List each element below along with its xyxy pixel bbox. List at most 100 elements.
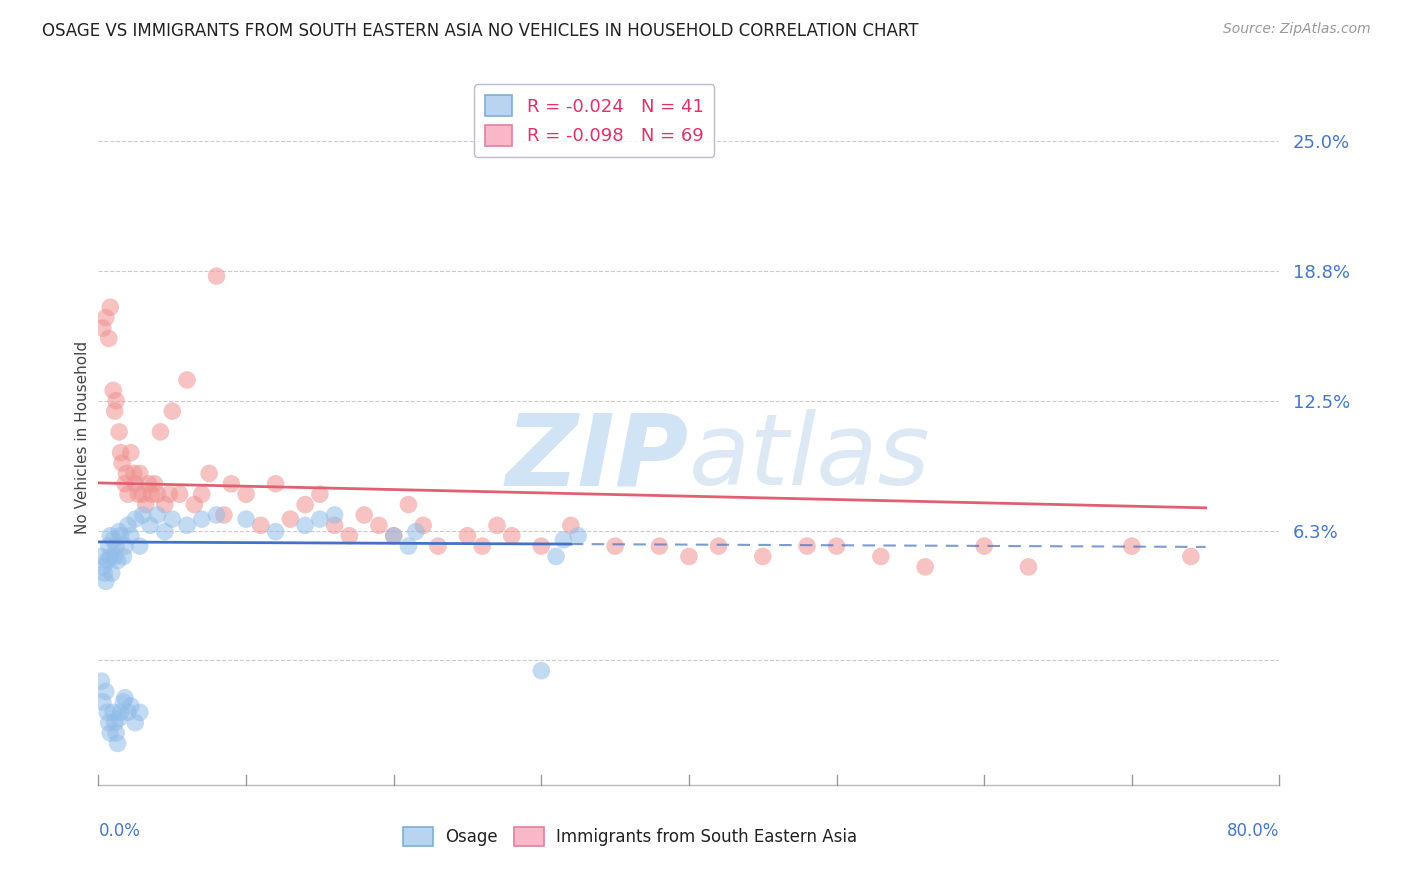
Point [221,476,243,491]
Point [111,456,134,470]
Point [98,549,121,564]
Point [120,699,142,714]
Point [91,695,114,709]
Point [108,711,131,725]
Point [235,512,257,526]
Point [105,726,128,740]
Point [157,487,180,501]
Point [112,549,135,564]
Point [309,487,332,501]
Point [91,560,114,574]
Point [124,715,146,730]
Point [114,539,136,553]
Point [105,539,128,553]
Point [796,539,818,553]
Point [124,476,146,491]
Point [90,549,112,564]
Point [870,549,893,564]
Point [752,549,775,564]
Point [153,498,176,512]
Point [648,539,671,553]
Point [104,715,127,730]
Point [427,539,450,553]
Point [146,487,169,501]
Point [198,467,221,481]
Point [124,512,146,526]
Point [1018,560,1040,574]
Point [412,518,434,533]
Point [103,384,125,398]
Text: atlas: atlas [689,409,931,507]
Point [108,524,131,539]
Point [280,512,302,526]
Point [96,554,118,568]
Point [98,300,121,314]
Point [97,715,120,730]
Point [605,539,627,553]
Point [567,529,589,543]
Point [97,331,120,345]
Point [127,487,149,501]
Point [553,533,575,547]
Point [169,487,191,501]
Point [398,539,420,553]
Point [110,706,132,720]
Point [138,476,160,491]
Point [191,512,214,526]
Point [139,518,162,533]
Text: 80.0%: 80.0% [1227,822,1279,840]
Point [368,518,391,533]
Point [117,518,139,533]
Point [96,706,118,720]
Point [353,508,375,522]
Point [1121,539,1143,553]
Point [560,518,582,533]
Point [294,518,316,533]
Point [294,498,316,512]
Point [132,508,155,522]
Point [264,476,287,491]
Point [146,508,169,522]
Point [103,706,125,720]
Point [107,554,129,568]
Point [205,508,228,522]
Point [205,269,228,284]
Point [94,684,117,698]
Point [90,674,112,689]
Point [678,549,700,564]
Point [382,529,405,543]
Point [132,487,155,501]
Point [141,487,163,501]
Point [546,549,568,564]
Point [914,560,936,574]
Point [94,310,117,325]
Point [530,539,553,553]
Point [162,404,183,418]
Point [122,467,145,481]
Point [825,539,848,553]
Point [100,566,122,581]
Point [97,539,120,553]
Point [235,487,257,501]
Point [98,726,121,740]
Point [707,539,730,553]
Point [103,533,125,547]
Text: 0.0%: 0.0% [98,822,141,840]
Point [191,487,214,501]
Y-axis label: No Vehicles in Household: No Vehicles in Household [75,341,90,533]
Point [382,529,405,543]
Point [309,512,332,526]
Point [264,524,287,539]
Point [98,529,121,543]
Point [112,695,135,709]
Point [323,518,346,533]
Point [398,498,420,512]
Text: Source: ZipAtlas.com: Source: ZipAtlas.com [1223,22,1371,37]
Point [405,524,427,539]
Point [339,529,361,543]
Point [93,566,115,581]
Point [108,425,131,439]
Point [117,487,139,501]
Point [323,508,346,522]
Point [486,518,509,533]
